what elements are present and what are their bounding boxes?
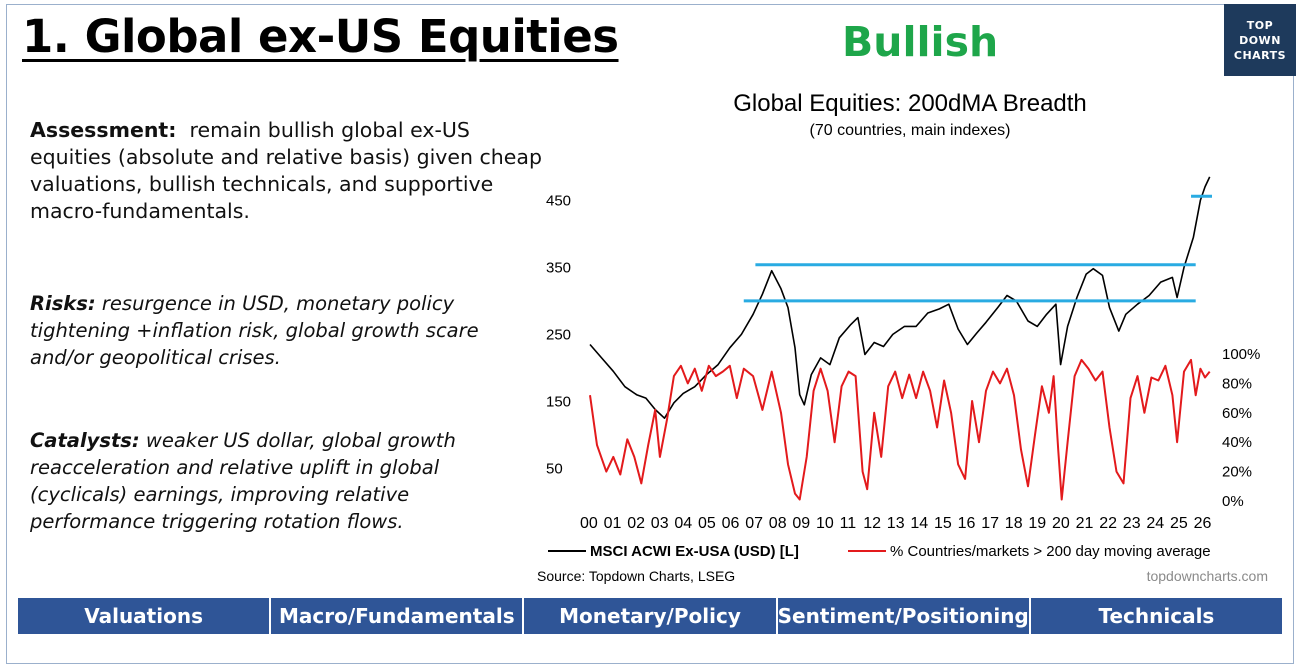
y-left-tick-label: 150 — [546, 393, 571, 410]
breadth-percent-line — [589, 358, 1211, 501]
catalysts-paragraph: Catalysts: weaker US dollar, global grow… — [30, 427, 530, 535]
slide-title: 1. Global ex-US Equities — [22, 10, 619, 63]
risks-body: resurgence in USD, monetary policy tight… — [30, 292, 479, 369]
x-tick-label: 06 — [722, 515, 740, 532]
x-tick-label: 24 — [1146, 515, 1164, 532]
y-right-tick-label: 40% — [1222, 434, 1252, 451]
factor-technicals: Technicals — [1030, 598, 1283, 634]
x-tick-label: 10 — [816, 515, 834, 532]
x-tick-label: 02 — [627, 515, 645, 532]
chart-title: Global Equities: 200dMA Breadth — [733, 90, 1087, 117]
risks-lead: Risks: — [30, 292, 96, 315]
x-tick-label: 13 — [887, 515, 905, 532]
x-tick-label: 12 — [863, 515, 881, 532]
x-tick-label: 16 — [958, 515, 976, 532]
x-tick-label: 03 — [651, 515, 669, 532]
chart-watermark: topdowncharts.com — [1147, 568, 1268, 584]
x-tick-label: 21 — [1076, 515, 1094, 532]
y-right-tick-label: 60% — [1222, 405, 1252, 422]
x-tick-label: 11 — [840, 515, 857, 532]
x-tick-label: 22 — [1099, 515, 1117, 532]
assessment-body: remain bullish global ex-US equities (ab… — [30, 118, 542, 223]
x-tick-label: 07 — [745, 515, 763, 532]
x-tick-label: 14 — [910, 515, 928, 532]
y-left-tick-label: 350 — [546, 259, 571, 276]
factor-table-header: Valuations Macro/Fundamentals Monetary/P… — [18, 598, 1283, 634]
y-left-tick-label: 50 — [546, 460, 563, 477]
logo-line-1: TOP — [1246, 18, 1274, 32]
catalysts-lead: Catalysts: — [30, 429, 140, 452]
x-tick-label: 19 — [1028, 515, 1046, 532]
x-tick-label: 08 — [769, 515, 787, 532]
x-tick-label: 25 — [1170, 515, 1188, 532]
breadth-chart: 50 150 250 350 450 0% 20% 40% 60% 80% 100% 00 01 02 03… — [537, 176, 1268, 584]
logo-line-3: CHARTS — [1233, 48, 1287, 62]
x-tick-label: 09 — [792, 515, 810, 532]
factor-sentiment-positioning: Sentiment/Positioning — [777, 598, 1031, 634]
x-tick-label: 15 — [934, 515, 952, 532]
x-tick-label: 04 — [674, 515, 692, 532]
stance-label: Bullish — [842, 18, 999, 66]
x-tick-label: 17 — [981, 515, 999, 532]
y-right-tick-label: 100% — [1222, 346, 1260, 363]
y-left-tick-label: 450 — [546, 192, 571, 209]
x-tick-label: 00 — [580, 515, 598, 532]
assessment-paragraph: Assessment: remain bullish global ex-US … — [30, 117, 550, 225]
y-right-tick-label: 0% — [1222, 493, 1244, 510]
factor-monetary-policy: Monetary/Policy — [524, 598, 778, 634]
x-tick-label: 01 — [604, 515, 622, 532]
x-tick-label: 26 — [1194, 515, 1212, 532]
x-tick-label: 20 — [1052, 515, 1070, 532]
msci-acwi-ex-usa-line — [589, 176, 1211, 419]
x-tick-label: 18 — [1005, 515, 1023, 532]
topdown-charts-logo: TOP DOWN CHARTS — [1224, 4, 1296, 76]
chart-subtitle: (70 countries, main indexes) — [809, 122, 1011, 139]
y-left-tick-label: 250 — [546, 326, 571, 343]
x-tick-label: 05 — [698, 515, 716, 532]
assessment-lead: Assessment: — [30, 118, 177, 142]
risks-paragraph: Risks: resurgence in USD, monetary polic… — [30, 290, 530, 371]
y-right-tick-label: 20% — [1222, 464, 1252, 481]
legend-label-breadth: % Countries/markets > 200 day moving ave… — [890, 543, 1211, 560]
legend-label-msci: MSCI ACWI Ex-USA (USD) [L] — [590, 543, 799, 560]
factor-valuations: Valuations — [18, 598, 272, 634]
chart-source: Source: Topdown Charts, LSEG — [537, 568, 735, 584]
factor-macro-fundamentals: Macro/Fundamentals — [271, 598, 525, 634]
catalysts-body: weaker US dollar, global growth reaccele… — [30, 429, 456, 533]
x-tick-label: 23 — [1123, 515, 1141, 532]
y-right-tick-label: 80% — [1222, 375, 1252, 392]
logo-line-2: DOWN — [1239, 33, 1281, 47]
